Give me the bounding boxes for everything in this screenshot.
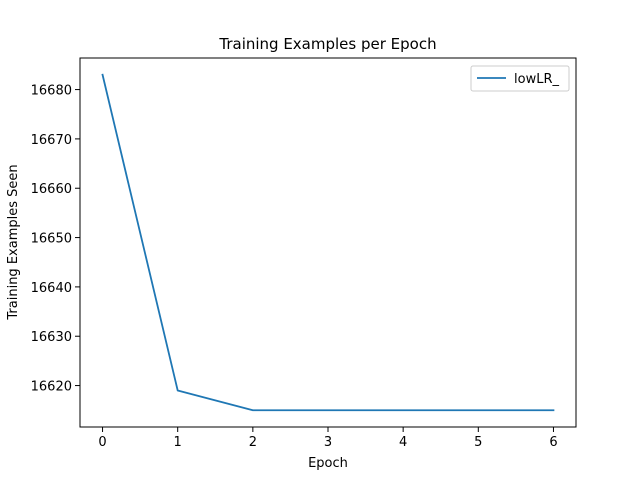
y-tick-label: 16620 bbox=[31, 380, 72, 395]
plot-area: 0 1 2 3 4 5 6 16620 16630 16640 16650 16660 16670 166… bbox=[31, 57, 577, 450]
x-axis-label: Epoch bbox=[308, 456, 348, 471]
y-tick-label: 16670 bbox=[31, 133, 72, 148]
y-tick-label: 16660 bbox=[31, 182, 72, 197]
legend-box bbox=[470, 65, 570, 92]
legend-label: lowLR_ bbox=[514, 72, 559, 87]
legend: lowLR_ bbox=[470, 65, 570, 92]
x-tick-label: 6 bbox=[549, 435, 557, 450]
x-tick-label: 0 bbox=[98, 435, 106, 450]
x-tick-label: 2 bbox=[249, 435, 257, 450]
y-tick-label: 16680 bbox=[31, 84, 72, 99]
x-tick-label: 1 bbox=[174, 435, 182, 450]
x-tick-label: 5 bbox=[474, 435, 482, 450]
chart-title: Training Examples per Epoch bbox=[218, 35, 436, 53]
y-tick-label: 16640 bbox=[31, 281, 72, 296]
y-tick-label: 16630 bbox=[31, 330, 72, 345]
y-tick-label: 16650 bbox=[31, 232, 72, 247]
x-tick-label: 4 bbox=[399, 435, 407, 450]
x-tick-label: 3 bbox=[324, 435, 332, 450]
y-axis-label: Training Examples Seen bbox=[6, 164, 21, 320]
series-line-0 bbox=[101, 73, 555, 412]
